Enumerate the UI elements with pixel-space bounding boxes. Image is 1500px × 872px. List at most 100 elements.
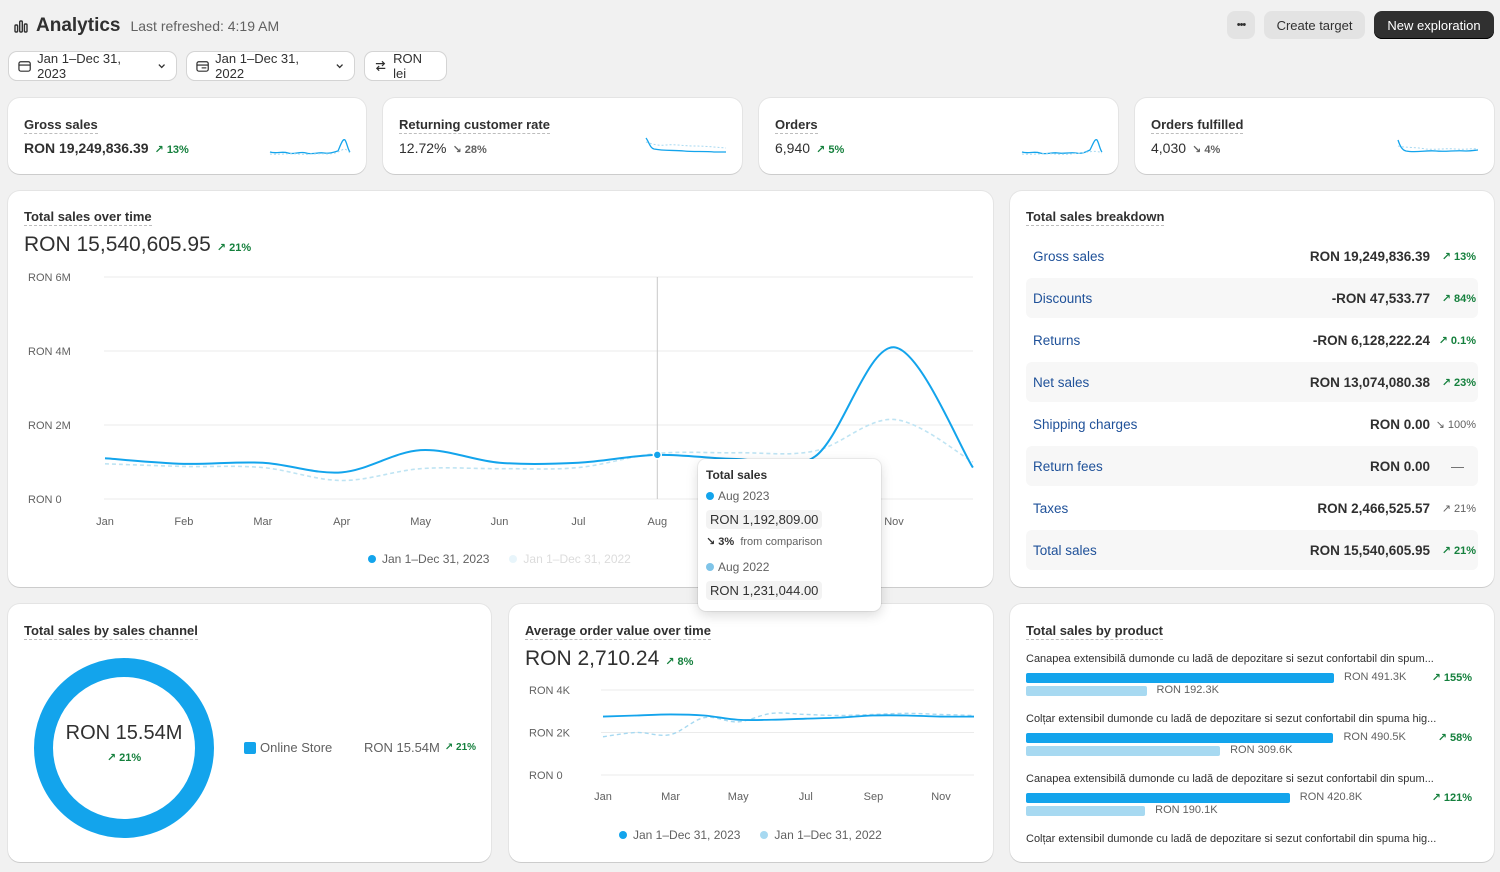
breakdown-label[interactable]: Gross sales [1033,248,1105,264]
breakdown-label[interactable]: Return fees [1033,458,1103,474]
legend-item-current[interactable]: Jan 1–Dec 31, 2023 [619,828,740,842]
aov-line-chart[interactable]: RON 4K RON 2K RON 0 Jan Mar May Jul Sep Nov [509,604,993,862]
x-tick-label: Jul [799,791,813,803]
kpi-card-orders-fulfilled[interactable]: Orders fulfilled 4,030 ↘ 4% [1135,98,1494,174]
chart-tooltip: Total sales Aug 2023 RON 1,192,809.00 ↘ … [698,459,881,611]
product-row[interactable]: Colțar extensibil dumonde cu ladă de dep… [1026,833,1478,862]
kpi-change-value: 28% [464,144,487,156]
breakdown-row[interactable]: Discounts -RON 47,533.77 ↗ 84% [1026,278,1478,318]
tooltip-previous-label-row: Aug 2022 [706,560,873,574]
create-target-label: Create target [1276,17,1353,33]
product-change: ↗ 155% [1431,672,1472,684]
x-tick-label: Feb [174,516,193,528]
breakdown-row[interactable]: Returns -RON 6,128,222.24 ↗ 0.1% [1026,320,1478,360]
breakdown-label[interactable]: Net sales [1033,374,1090,390]
aov-legend: Jan 1–Dec 31, 2023 Jan 1–Dec 31, 2022 [619,828,882,842]
x-tick-label: Nov [884,516,904,528]
x-tick-label: Jul [571,516,585,528]
total-sales-value: RON 15,540,605.95 [24,233,211,256]
date-range-picker[interactable]: Jan 1–Dec 31, 2023 [9,51,176,81]
legend-label: Jan 1–Dec 31, 2023 [382,552,490,566]
breakdown-change: ↗ 21% [1441,502,1476,515]
donut-center: RON 15.54M ↗ 21% [34,722,214,764]
breakdown-row[interactable]: Return fees RON 0.00 — [1026,446,1478,486]
y-tick-label: RON 0 [529,770,563,782]
chart-legend: Jan 1–Dec 31, 2023 Jan 1–Dec 31, 2022 [368,552,631,566]
product-bar-previous[interactable] [1026,746,1221,756]
kpi-card-returning-customer-rate[interactable]: Returning customer rate 12.72% ↘ 28% [383,98,742,174]
currency-selector[interactable]: RON lei [365,51,446,81]
aov-value-group: RON 2,710.24 ↗ 8% [525,647,693,671]
product-bar-current[interactable] [1026,733,1334,743]
channel-value: RON 15.54M [364,740,440,755]
breakdown-label[interactable]: Discounts [1033,290,1093,306]
total-sales-change-value: 21% [229,242,252,254]
kpi-change-value: 13% [166,144,189,156]
more-actions-button[interactable]: ••• [1227,11,1255,39]
card-title: Average order value over time [525,623,711,640]
legend-label: Jan 1–Dec 31, 2022 [523,552,631,566]
breakdown-row[interactable]: Gross sales RON 19,249,836.39 ↗ 13% [1026,236,1478,276]
legend-dot-icon [706,492,714,500]
breakdown-row[interactable]: Total sales RON 15,540,605.95 ↗ 21% [1026,530,1478,570]
product-row[interactable]: Canapea extensibilă dumonde cu ladă de d… [1026,773,1478,829]
donut-slice-online-store[interactable] [34,658,214,838]
kpi-sparkline [1397,139,1479,153]
new-exploration-label: New exploration [1387,17,1481,33]
breakdown-label[interactable]: Total sales [1033,542,1097,558]
product-row[interactable]: Colțar extensibil dumonde cu ladă de dep… [1026,713,1478,769]
legend-item-previous[interactable]: Jan 1–Dec 31, 2022 [760,828,882,842]
calendar-compare-icon [196,61,209,72]
date-range-label: Jan 1–Dec 31, 2023 [37,51,122,81]
kpi-value: 6,940 [775,140,811,156]
breakdown-label[interactable]: Shipping charges [1033,416,1138,432]
channel-name: Online Store [260,740,333,755]
breakdown-change-value: 21% [1453,544,1476,557]
kpi-value-group: 4,030 ↘ 4% [1151,140,1220,156]
series-line-previous [602,712,975,738]
channel-change-value: 21% [456,742,477,753]
tooltip-change-value: 3% [718,536,735,548]
sales-by-channel-card: Total sales by sales channel RON 15.54M … [8,604,491,862]
breakdown-change-value: 23% [1453,376,1476,389]
channel-donut-chart[interactable] [34,658,214,838]
calendar-icon [18,61,31,72]
kpi-change: ↗ 13% [154,144,189,156]
breakdown-change: ↘ 100% [1435,418,1476,431]
create-target-button[interactable]: Create target [1264,11,1365,39]
series-line-previous [104,418,974,482]
breakdown-row[interactable]: Taxes RON 2,466,525.57 ↗ 21% [1026,488,1478,528]
breakdown-change: ↗ 0.1% [1438,334,1476,347]
product-name: Canapea extensibilă dumonde cu ladă de d… [1026,773,1434,785]
kpi-title: Returning customer rate [399,117,550,134]
aov-value: RON 2,710.24 [525,647,660,670]
kpi-card-gross-sales[interactable]: Gross sales RON 19,249,836.39 ↗ 13% [8,98,366,174]
new-exploration-button[interactable]: New exploration [1374,11,1494,39]
kpi-value: 4,030 [1151,140,1187,156]
bar-chart-icon [14,20,28,33]
kpi-card-orders[interactable]: Orders 6,940 ↗ 5% [759,98,1118,174]
product-bar-current[interactable] [1026,793,1290,803]
breakdown-row[interactable]: Net sales RON 13,074,080.38 ↗ 23% [1026,362,1478,402]
product-bar-previous[interactable] [1026,806,1146,816]
product-row[interactable]: Canapea extensibilă dumonde cu ladă de d… [1026,653,1478,709]
legend-label: Jan 1–Dec 31, 2022 [774,828,882,842]
legend-item-previous[interactable]: Jan 1–Dec 31, 2022 [509,552,631,566]
series-line-current [602,713,975,722]
product-bar-current[interactable] [1026,673,1334,683]
breakdown-row[interactable]: Shipping charges RON 0.00 ↘ 100% [1026,404,1478,444]
legend-dot-icon [619,831,627,839]
breakdown-value: RON 19,249,836.39 [1309,248,1430,264]
product-value-previous: RON 192.3K [1156,684,1219,696]
breakdown-value: RON 2,466,525.57 [1317,500,1430,516]
x-tick-label: Jun [491,516,509,528]
currency-label: RON lei [393,51,423,81]
comparison-range-picker[interactable]: Jan 1–Dec 31, 2022 [187,51,354,81]
average-order-value-card: Average order value over time RON 2,710.… [509,604,993,862]
legend-item-current[interactable]: Jan 1–Dec 31, 2023 [368,552,489,566]
product-bar-previous[interactable] [1026,686,1147,696]
breakdown-label[interactable]: Taxes [1033,500,1069,516]
breakdown-label[interactable]: Returns [1033,332,1081,348]
channel-legend-row[interactable]: Online Store RON 15.54M ↗ 21% [244,740,476,755]
aov-change: ↗ 8% [665,656,694,668]
